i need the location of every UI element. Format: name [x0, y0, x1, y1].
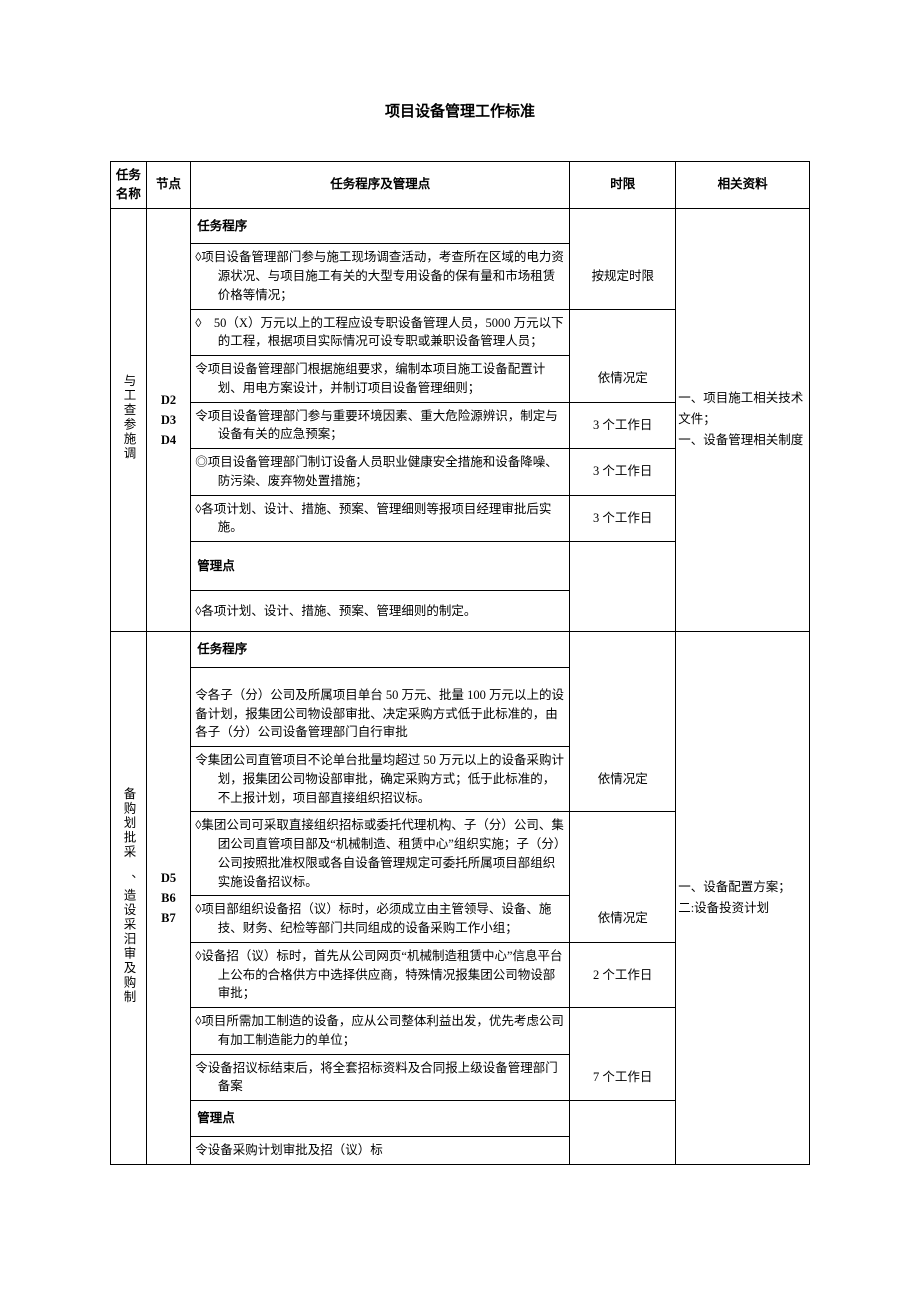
time-cell: 3 个工作日 — [570, 495, 676, 542]
proc-cell: ◊项目设备管理部门参与施工现场调查活动，考查所在区域的电力资源状况、与项目施工有… — [191, 244, 570, 309]
proc-header-2: 任务程序 — [191, 632, 570, 668]
proc-cell: 令设备招议标结束后，将全套招标资料及合同报上级设备管理部门备案 — [191, 1054, 570, 1101]
proc-header-1: 任务程序 — [191, 208, 570, 244]
time-cell — [570, 1008, 676, 1055]
mgmt-row-2: 令设备采购计划审批及招（议）标 — [191, 1136, 570, 1164]
proc-cell: 令项目设备管理部门根据施组要求，编制本项目施工设备配置计划、用电方案设计，并制订… — [191, 356, 570, 403]
header-row: 任务名称 节点 任务程序及管理点 时限 相关资料 — [111, 162, 810, 209]
time-cell — [570, 812, 676, 896]
proc-cell: ◊集团公司可采取直接组织招标或委托代理机构、子（分）公司、集团公司直管项目部及“… — [191, 812, 570, 896]
task-name-2: 备购划批采 、造设采汨审及购制 — [111, 632, 147, 1165]
table-row: 备购划批采 、造设采汨审及购制 D5 B6 B7 任务程序 一、设备配置方案； … — [111, 632, 810, 668]
materials-1: 一、项目施工相关技术文件； 一、设备管理相关制度 — [676, 208, 810, 632]
page: 项目设备管理工作标准 任务名称 节点 任务程序及管理点 时限 相关资料 与工查参… — [0, 0, 920, 1225]
time-empty — [570, 542, 676, 591]
node-1: D2 D3 D4 — [146, 208, 191, 632]
time-empty — [570, 591, 676, 632]
page-title: 项目设备管理工作标准 — [110, 100, 810, 121]
materials-2: 一、设备配置方案； 二:设备投资计划 — [676, 632, 810, 1165]
time-empty — [570, 1101, 676, 1137]
task-name-1: 与工查参施调 — [111, 208, 147, 632]
time-empty — [570, 208, 676, 244]
mgmt-row-1: ◊各项计划、设计、措施、预案、管理细则的制定。 — [191, 591, 570, 632]
time-cell: 依情况定 — [570, 747, 676, 812]
proc-cell: 令各子（分）公司及所属项目单台 50 万元、批量 100 万元以上的设备计划，报… — [191, 667, 570, 746]
node-2: D5 B6 B7 — [146, 632, 191, 1165]
th-procedure: 任务程序及管理点 — [191, 162, 570, 209]
table-row: 与工查参施调 D2 D3 D4 任务程序 一、项目施工相关技术文件； 一、设备管… — [111, 208, 810, 244]
proc-cell: ◊项目所需加工制造的设备，应从公司整体利益出发，优先考虑公司有加工制造能力的单位… — [191, 1008, 570, 1055]
proc-cell: 令项目设备管理部门参与重要环境因素、重大危险源辨识，制定与设备有关的应急预案； — [191, 402, 570, 449]
time-cell: 2 个工作日 — [570, 942, 676, 1007]
standards-table: 任务名称 节点 任务程序及管理点 时限 相关资料 与工查参施调 D2 D3 D4… — [110, 161, 810, 1165]
mgmt-header-2: 管理点 — [191, 1101, 570, 1137]
time-cell: 依情况定 — [570, 896, 676, 943]
proc-cell: ◊各项计划、设计、措施、预案、管理细则等报项目经理审批后实施。 — [191, 495, 570, 542]
th-task-name: 任务名称 — [111, 162, 147, 209]
th-materials: 相关资料 — [676, 162, 810, 209]
time-empty — [570, 632, 676, 668]
time-cell: 按规定时限 — [570, 244, 676, 309]
proc-cell: ◊设备招（议）标时，首先从公司网页“机械制造租赁中心”信息平台上公布的合格供方中… — [191, 942, 570, 1007]
time-cell — [570, 667, 676, 746]
mgmt-header-1: 管理点 — [191, 542, 570, 591]
time-cell: 3 个工作日 — [570, 449, 676, 496]
time-cell — [570, 309, 676, 356]
th-time-limit: 时限 — [570, 162, 676, 209]
proc-cell: ◊ 50（X）万元以上的工程应设专职设备管理人员，5000 万元以下的工程，根据… — [191, 309, 570, 356]
time-cell: 依情况定 — [570, 356, 676, 403]
th-node: 节点 — [146, 162, 191, 209]
proc-cell: ◎项目设备管理部门制订设备人员职业健康安全措施和设备降噪、防污染、废弃物处置措施… — [191, 449, 570, 496]
proc-cell: ◊项目部组织设备招（议）标时，必须成立由主管领导、设备、施技、财务、纪检等部门共… — [191, 896, 570, 943]
time-cell: 7 个工作日 — [570, 1054, 676, 1101]
time-cell: 3 个工作日 — [570, 402, 676, 449]
time-empty — [570, 1136, 676, 1164]
proc-cell: 令集团公司直管项目不论单台批量均超过 50 万元以上的设备采购计划，报集团公司物… — [191, 747, 570, 812]
